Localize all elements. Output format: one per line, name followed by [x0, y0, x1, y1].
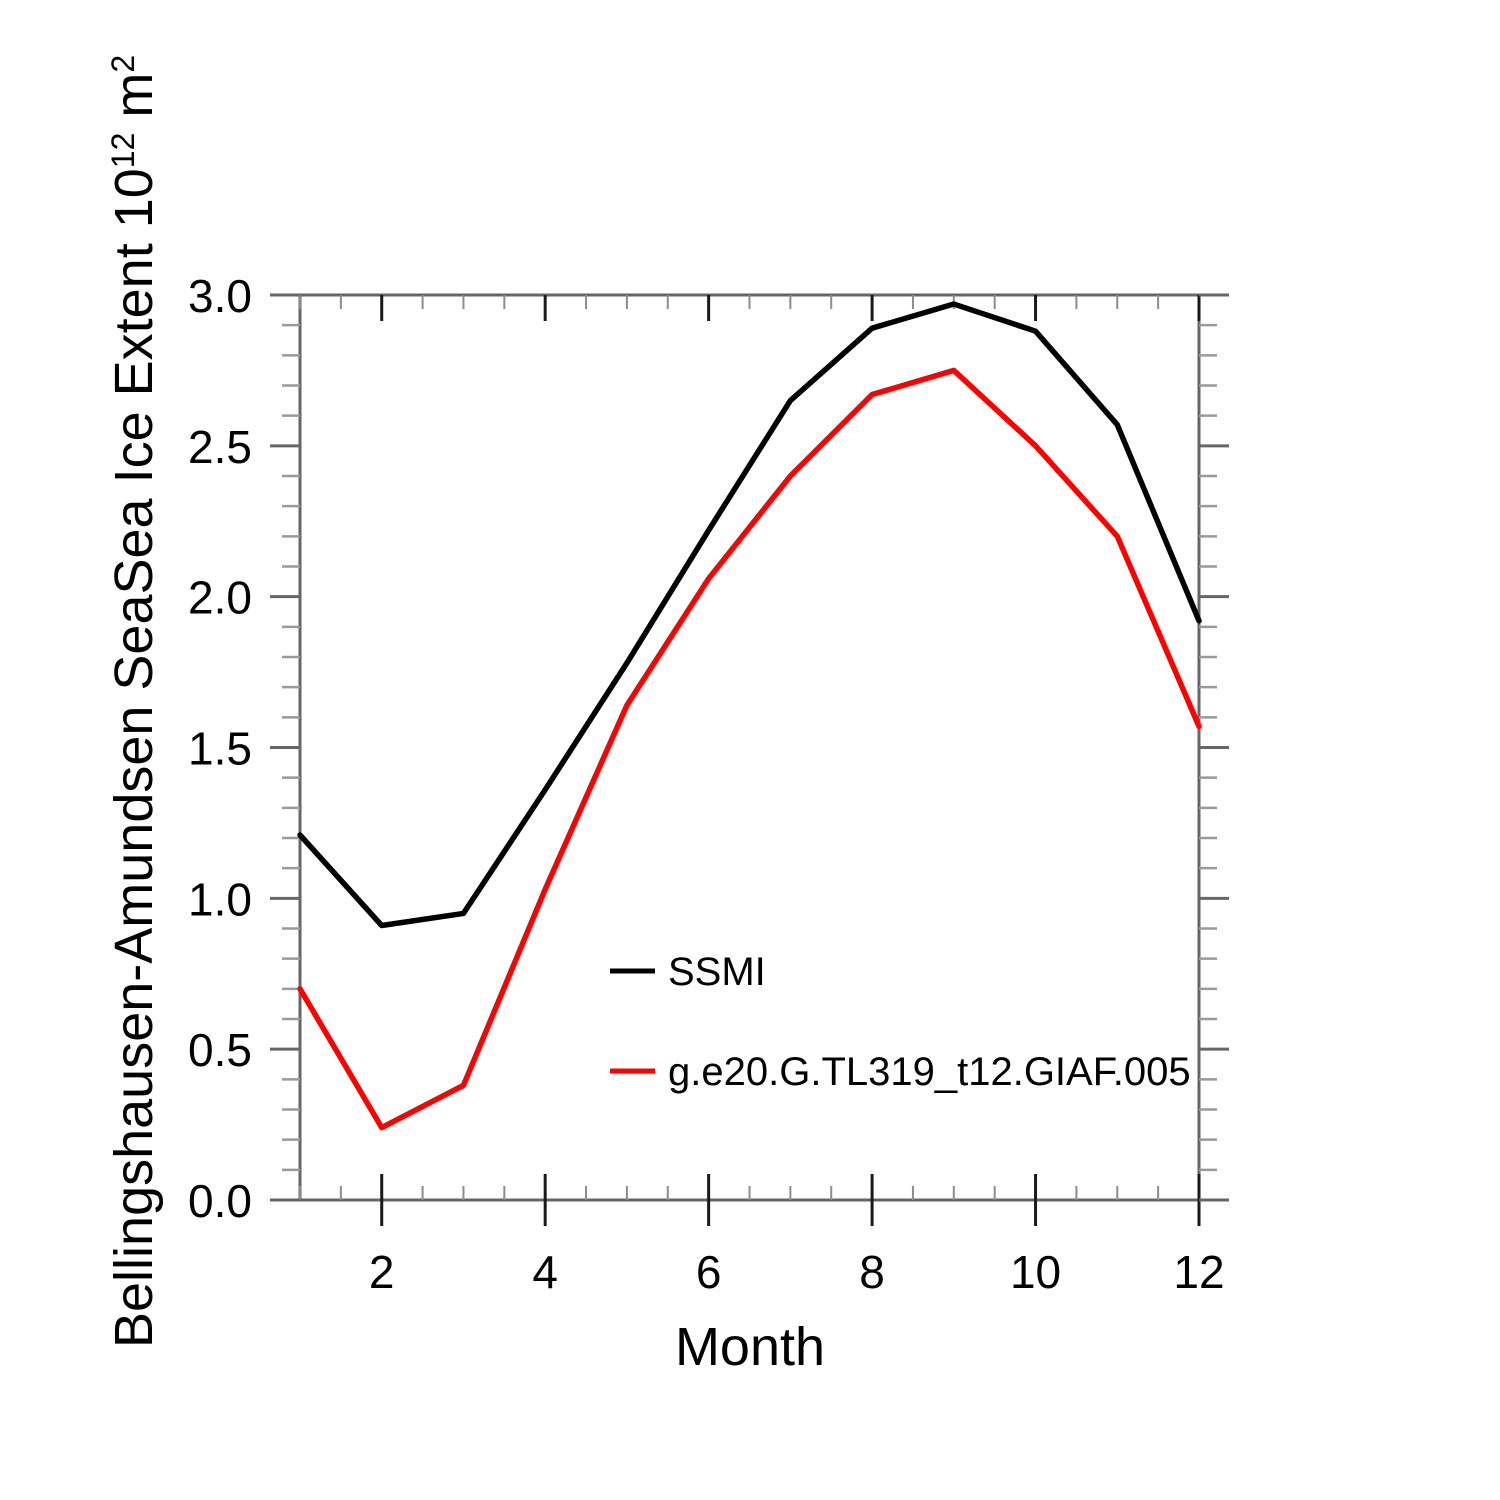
- y-tick-label: 2.0: [188, 572, 252, 624]
- y-tick-label: 2.5: [188, 421, 252, 473]
- x-axis-title: Month: [675, 1317, 825, 1377]
- data-series-group: [297, 301, 1202, 1131]
- y-axis-title-main: Bellingshausen-Amundsen SeaSea Ice Exten…: [104, 168, 164, 1348]
- tick-labels: 2 4 6 8 10 12 0.0 0.5 1.0 1.5 2.0 2.5 3.0: [188, 270, 1225, 1298]
- legend-label-model: g.e20.G.TL319_t12.GIAF.005: [668, 1050, 1191, 1094]
- x-tick-label: 12: [1173, 1246, 1224, 1298]
- y-axis-title-exponent: 12: [105, 133, 141, 169]
- y-axis-title: Bellingshausen-Amundsen SeaSea Ice Exten…: [104, 55, 164, 1348]
- series-line-ssmi: [297, 301, 1202, 929]
- x-tick-label: 10: [1010, 1246, 1061, 1298]
- y-axis-title-unit: m: [104, 73, 164, 133]
- x-tick-label: 8: [859, 1246, 885, 1298]
- chart-legend: SSMI g.e20.G.TL319_t12.GIAF.005: [610, 950, 1191, 1094]
- x-tick-label: 6: [696, 1246, 722, 1298]
- axis-ticks: [270, 293, 1229, 1226]
- y-tick-label: 0.5: [188, 1024, 252, 1076]
- y-tick-label: 0.0: [188, 1175, 252, 1227]
- y-axis-title-group: Bellingshausen-Amundsen SeaSea Ice Exten…: [104, 55, 164, 1348]
- y-tick-label: 1.0: [188, 873, 252, 925]
- series-line-model: [297, 367, 1202, 1131]
- x-tick-label: 2: [369, 1246, 395, 1298]
- y-tick-label: 1.5: [188, 723, 252, 775]
- x-tick-label: 4: [532, 1246, 558, 1298]
- y-axis-title-unit-exponent: 2: [105, 55, 141, 73]
- y-tick-label: 3.0: [188, 270, 252, 322]
- legend-label-ssmi: SSMI: [668, 950, 766, 994]
